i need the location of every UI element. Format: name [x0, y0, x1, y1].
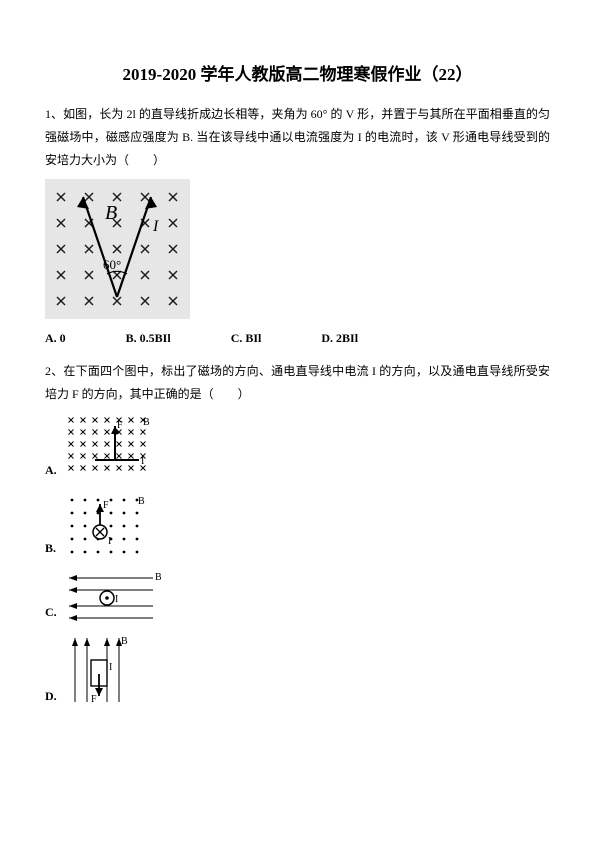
- q2-fig-c: B I: [61, 566, 161, 624]
- q1-i-label: I: [152, 218, 159, 235]
- q1-text: 1、如图，长为 2l 的直导线折成边长相等，夹角为 60° 的 V 形，并置于与…: [45, 103, 550, 171]
- svg-text:B: B: [155, 572, 161, 583]
- q1-b-label: B: [105, 202, 117, 224]
- svg-text:F: F: [103, 500, 109, 511]
- q1-figure: 60° B I: [45, 179, 550, 319]
- q1-opt-c: C. BIl: [231, 331, 262, 346]
- q2-opt-c-row: C. B I: [45, 566, 550, 624]
- q2-label-a: A.: [45, 463, 57, 482]
- q1-options: A. 0 B. 0.5BIl C. BIl D. 2BIl: [45, 331, 550, 346]
- q2-label-d: D.: [45, 689, 57, 708]
- svg-text:B: B: [121, 636, 128, 647]
- svg-text:I: I: [115, 594, 118, 605]
- q2-fig-d: B I F: [61, 630, 141, 708]
- svg-text:B: B: [143, 417, 150, 428]
- q2-label-c: C.: [45, 605, 57, 624]
- svg-text:I: I: [108, 536, 111, 547]
- q2-opt-b-row: B. F I B: [45, 488, 550, 560]
- q2-opt-d-row: D. B I F: [45, 630, 550, 708]
- q2-text: 2、在下面四个图中，标出了磁场的方向、通电直导线中电流 I 的方向，以及通电直导…: [45, 360, 550, 406]
- q2-opt-a-row: A. B F I: [45, 410, 550, 482]
- page-title: 2019-2020 学年人教版高二物理寒假作业（22）: [45, 60, 550, 85]
- q1-angle-label: 60°: [103, 257, 121, 272]
- q1-opt-d: D. 2BIl: [321, 331, 358, 346]
- q2-fig-b: F I B: [60, 488, 152, 560]
- q2-fig-a: B F I: [61, 410, 153, 482]
- svg-text:I: I: [109, 662, 112, 673]
- q1-opt-b: B. 0.5BIl: [126, 331, 171, 346]
- svg-text:I: I: [141, 456, 144, 467]
- q2-label-b: B.: [45, 541, 56, 560]
- svg-text:B: B: [138, 496, 145, 507]
- svg-text:F: F: [91, 694, 97, 705]
- svg-text:F: F: [117, 420, 123, 431]
- q1-opt-a: A. 0: [45, 331, 66, 346]
